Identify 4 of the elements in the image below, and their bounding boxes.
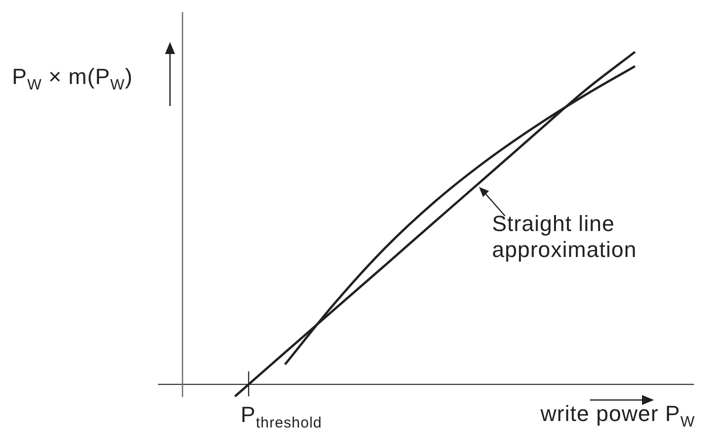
x-axis-title: write power P$_{W}$	[540, 401, 695, 430]
text: P$_{threshold}$	[240, 402, 322, 432]
annotation: Straight line approximation	[492, 211, 638, 263]
y-axis-title: P$_{W}$ × m(P$_{W}$)	[12, 64, 133, 94]
